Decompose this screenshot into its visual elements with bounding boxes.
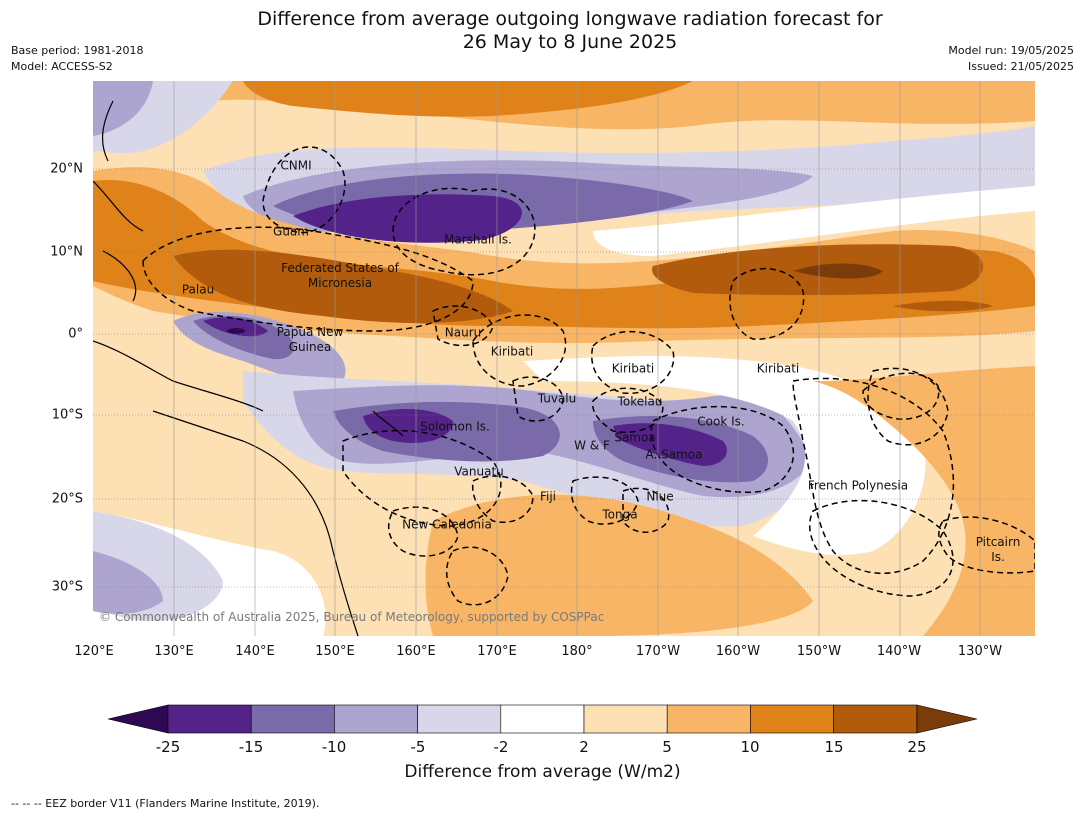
label-kiribati-east: Kiribati <box>756 361 800 376</box>
x-tick: 180° <box>561 644 593 659</box>
eez-footnote: -- -- -- EEZ border V11 (Flanders Marine… <box>11 797 320 810</box>
label-cnmi: CNMI <box>280 158 312 173</box>
anomaly-map: CNMI Guam Marshall Is. Federated States … <box>93 81 1035 636</box>
colorbar-cell <box>750 704 834 734</box>
title-line-1: Difference from average outgoing longwav… <box>257 8 883 30</box>
label-micronesia: Federated States of Micronesia <box>281 261 399 290</box>
x-tick: 170°W <box>635 644 681 659</box>
copyright-notice: © Commonwealth of Australia 2025, Bureau… <box>99 610 605 624</box>
label-palau: Palau <box>181 282 215 297</box>
colorbar-cell <box>334 704 418 734</box>
colorbar-tick: 2 <box>579 738 589 756</box>
colorbar-under-arrow <box>108 704 169 734</box>
colorbar-cell <box>417 704 502 734</box>
label-vanuatu: Vanuatu <box>454 464 504 479</box>
colorbar-over-arrow <box>916 704 978 734</box>
colorbar-tick: 15 <box>824 738 844 756</box>
colorbar-tick: 5 <box>662 738 672 756</box>
model-run: Model run: 19/05/2025 <box>948 44 1074 57</box>
meta-left: Base period: 1981-2018 Model: ACCESS-S2 <box>11 43 143 75</box>
label-new-caledonia: New Caledonia <box>402 517 492 532</box>
label-guam: Guam <box>273 224 309 239</box>
label-tuvalu: Tuvalu <box>537 391 577 406</box>
label-kiribati-central: Kiribati <box>611 361 655 376</box>
colorbar <box>108 704 978 734</box>
label-nauru: Nauru <box>444 325 482 340</box>
colorbar-cell <box>666 704 751 734</box>
colorbar-cell <box>167 704 252 734</box>
label-pitcairn-is: Pitcairn Is. <box>975 535 1021 564</box>
x-tick: 160°W <box>715 644 761 659</box>
x-tick: 160°E <box>396 644 436 659</box>
colorbar-cell <box>583 704 668 734</box>
y-tick: 10°S <box>51 407 83 423</box>
y-tick: 20°N <box>50 161 83 177</box>
label-solomon-is: Solomon Is. <box>420 419 490 434</box>
label-niue: Niue <box>646 489 674 504</box>
issued-date: Issued: 21/05/2025 <box>967 60 1074 73</box>
x-tick: 130°E <box>154 644 194 659</box>
colorbar-cells <box>167 704 918 734</box>
x-tick: 130°W <box>957 644 1003 659</box>
x-tick: 150°E <box>315 644 355 659</box>
label-png: Papua New Guinea <box>276 325 344 354</box>
chart-title: Difference from average outgoing longwav… <box>0 8 1085 54</box>
label-fiji: Fiji <box>539 489 557 504</box>
colorbar-cell <box>833 704 918 734</box>
x-tick: 170°E <box>477 644 517 659</box>
label-marshall-is: Marshall Is. <box>444 232 512 247</box>
label-samoa: Samoa <box>614 430 656 445</box>
model-name: Model: ACCESS-S2 <box>11 60 113 73</box>
colorbar-tick: 25 <box>907 738 927 756</box>
x-tick: 140°W <box>876 644 922 659</box>
colorbar-tick: -15 <box>238 738 264 756</box>
x-tick: 120°E <box>74 644 114 659</box>
colorbar-tick: -2 <box>493 738 509 756</box>
colorbar-cell <box>500 704 585 734</box>
base-period: Base period: 1981-2018 <box>11 44 144 57</box>
label-tokelau: Tokelau <box>617 394 663 409</box>
meta-right: Model run: 19/05/2025 Issued: 21/05/2025 <box>948 43 1074 75</box>
map-canvas <box>93 81 1035 636</box>
label-kiribati-west: Kiribati <box>490 344 534 359</box>
label-tonga: Tonga <box>602 507 638 522</box>
colorbar-tick: -5 <box>410 738 426 756</box>
label-w-and-f: W & F <box>574 438 610 453</box>
y-tick: 30°S <box>51 579 83 595</box>
y-tick: 10°N <box>50 244 83 260</box>
label-french-polynesia: French Polynesia <box>807 478 909 493</box>
x-tick: 140°E <box>235 644 275 659</box>
y-tick: 20°S <box>51 491 83 507</box>
label-cook-is: Cook Is. <box>697 414 745 429</box>
colorbar-tick: -25 <box>155 738 181 756</box>
title-line-2: 26 May to 8 June 2025 <box>462 31 678 53</box>
colorbar-label: Difference from average (W/m2) <box>404 762 681 782</box>
y-tick: 0° <box>68 326 83 342</box>
colorbar-cell <box>250 704 335 734</box>
label-american-samoa: A. Samoa <box>645 447 703 462</box>
colorbar-tick: 10 <box>740 738 760 756</box>
colorbar-tick: -10 <box>321 738 347 756</box>
x-tick: 150°W <box>796 644 842 659</box>
